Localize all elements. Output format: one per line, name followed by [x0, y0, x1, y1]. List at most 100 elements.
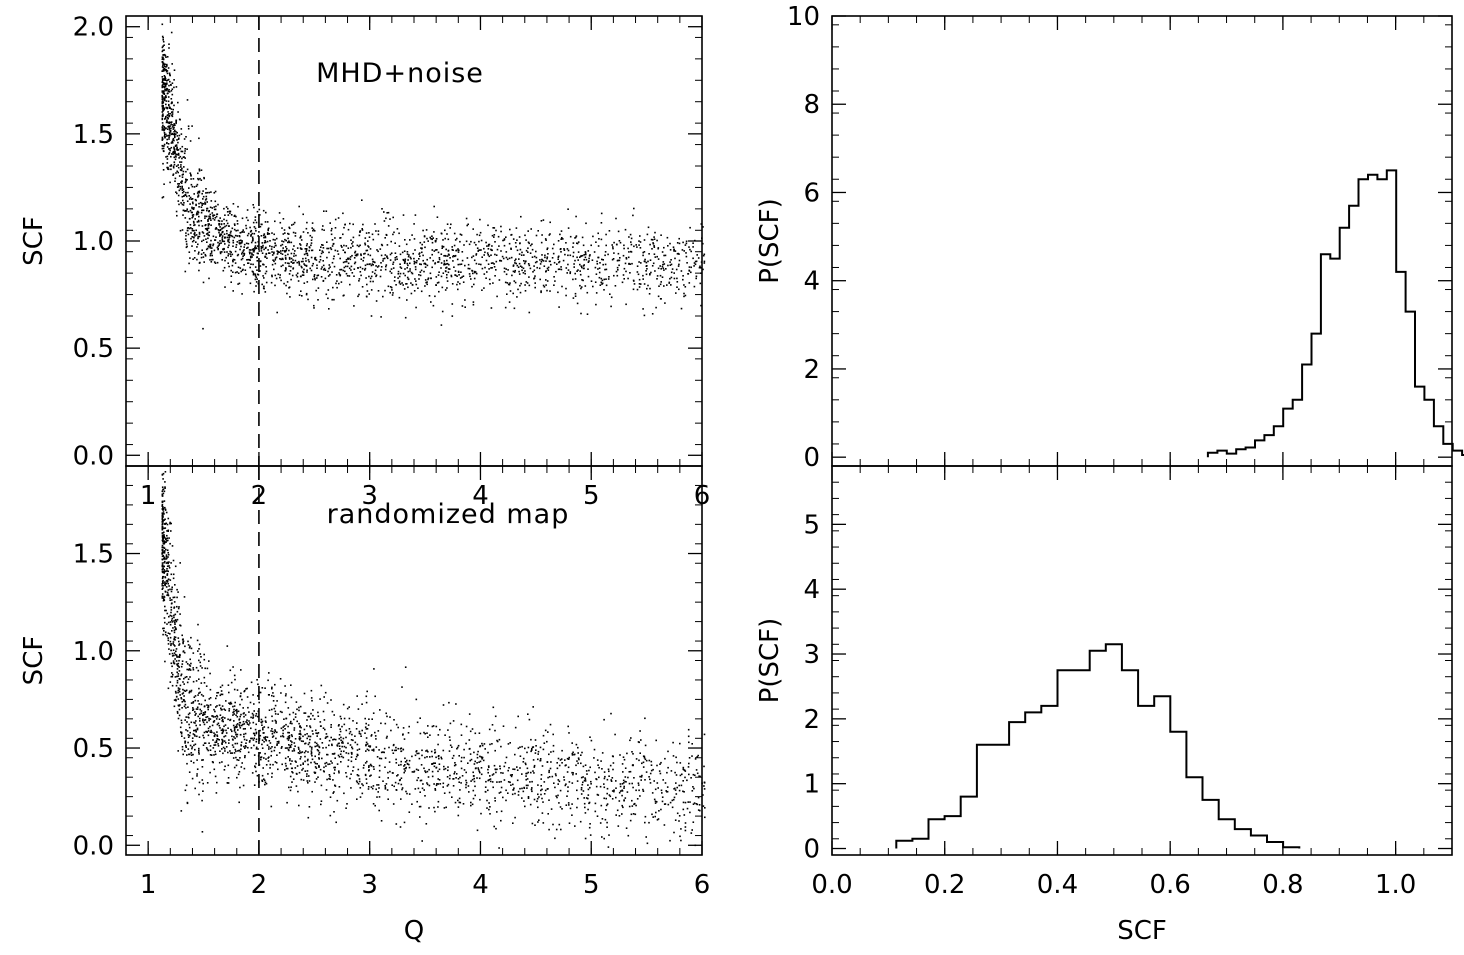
data-point — [284, 251, 286, 253]
data-point — [403, 738, 406, 740]
data-point — [284, 262, 287, 264]
data-point — [452, 778, 455, 780]
data-point — [365, 701, 368, 704]
data-point — [473, 277, 476, 280]
data-point — [375, 230, 377, 232]
data-point — [163, 63, 165, 66]
data-point — [702, 254, 705, 257]
data-point — [224, 243, 226, 245]
data-point — [270, 730, 272, 732]
data-point — [461, 276, 463, 278]
data-point — [229, 718, 232, 721]
data-point — [421, 754, 423, 757]
data-point — [212, 235, 215, 238]
data-point — [567, 269, 570, 271]
data-point — [170, 108, 173, 110]
data-point — [518, 253, 521, 255]
data-point — [432, 259, 434, 262]
data-point — [572, 772, 574, 774]
data-point — [308, 780, 311, 782]
data-point — [216, 213, 219, 215]
data-point — [171, 588, 173, 591]
data-point — [678, 820, 680, 822]
data-point — [162, 92, 164, 95]
data-point — [222, 248, 224, 250]
data-point — [210, 258, 213, 261]
data-point — [438, 257, 441, 259]
data-point — [203, 705, 206, 707]
data-point — [300, 778, 303, 781]
data-point — [468, 273, 471, 275]
data-point — [170, 662, 173, 665]
data-point — [464, 299, 466, 301]
data-point — [267, 249, 269, 251]
data-point — [380, 316, 382, 318]
data-point — [218, 229, 220, 232]
data-point — [170, 98, 173, 100]
data-point — [631, 262, 633, 265]
data-point — [362, 767, 365, 769]
data-point — [264, 720, 267, 722]
data-point — [212, 243, 215, 245]
data-point — [350, 246, 352, 249]
data-point — [164, 82, 167, 85]
data-point — [623, 785, 625, 788]
data-point — [260, 245, 262, 248]
data-point — [285, 723, 287, 726]
data-point — [342, 261, 345, 264]
data-point — [238, 239, 240, 242]
data-point — [418, 253, 420, 255]
data-point — [216, 716, 219, 718]
data-point — [288, 262, 290, 265]
data-point — [162, 534, 164, 537]
data-point — [351, 242, 353, 245]
data-point — [401, 788, 403, 791]
data-point — [215, 215, 218, 218]
data-point — [186, 208, 188, 210]
data-point — [595, 778, 598, 781]
data-point — [615, 814, 617, 816]
data-point — [193, 734, 196, 736]
data-point — [601, 752, 604, 754]
data-point — [241, 230, 244, 233]
data-point — [508, 283, 511, 286]
data-point — [293, 727, 296, 729]
data-point — [370, 315, 373, 317]
data-point — [407, 286, 409, 289]
data-point — [437, 251, 440, 254]
data-point — [196, 727, 199, 730]
data-point — [345, 775, 348, 778]
data-point — [298, 205, 300, 208]
data-point — [250, 716, 252, 719]
data-point — [427, 240, 429, 242]
data-point — [541, 259, 544, 261]
data-point — [360, 254, 362, 257]
data-point — [298, 804, 300, 807]
data-point — [257, 710, 260, 713]
data-point — [161, 500, 164, 503]
data-point — [440, 253, 443, 255]
data-point — [397, 747, 399, 750]
data-point — [611, 777, 614, 779]
data-point — [356, 253, 359, 256]
data-point — [287, 253, 289, 256]
data-point — [218, 242, 221, 245]
data-point — [254, 219, 257, 221]
data-point — [684, 826, 687, 828]
data-point — [445, 263, 448, 265]
data-point — [533, 764, 536, 767]
data-point — [409, 239, 411, 241]
data-point — [669, 242, 671, 245]
data-point — [233, 730, 236, 732]
data-point — [435, 238, 438, 240]
data-point — [163, 547, 166, 549]
data-point — [201, 759, 203, 761]
data-point — [683, 295, 685, 298]
data-point — [454, 274, 456, 276]
data-point — [251, 256, 253, 258]
data-point — [404, 258, 407, 261]
data-point — [434, 788, 436, 790]
data-point — [240, 669, 242, 671]
data-point — [173, 69, 176, 71]
data-point — [618, 791, 621, 794]
